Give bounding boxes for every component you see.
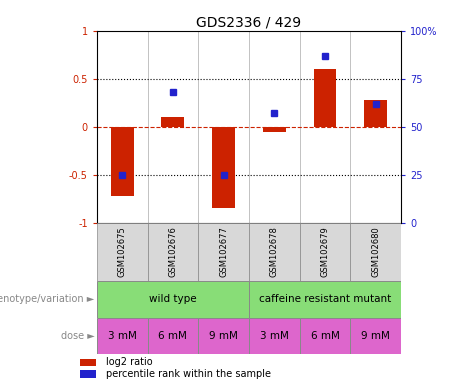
Bar (263, 127, 286, 132)
Bar (97, 318, 148, 354)
Text: caffeine resistant mutant: caffeine resistant mutant (259, 294, 391, 305)
Text: log2 ratio: log2 ratio (106, 358, 153, 367)
Bar (249, 223, 300, 281)
Text: 9 mM: 9 mM (361, 331, 390, 341)
Text: GSM102680: GSM102680 (371, 227, 380, 277)
Bar (249, 281, 401, 318)
Text: 3 mM: 3 mM (108, 331, 136, 341)
Bar (300, 223, 350, 281)
Text: GSM102675: GSM102675 (118, 227, 127, 277)
Text: 6 mM: 6 mM (159, 331, 187, 341)
Bar (300, 318, 350, 354)
Bar (80, 370, 96, 378)
Text: percentile rank within the sample: percentile rank within the sample (106, 369, 271, 379)
Bar (80, 359, 96, 366)
Bar (350, 318, 401, 354)
Bar (97, 281, 249, 318)
Text: GSM102676: GSM102676 (168, 227, 177, 277)
Bar (97, 223, 148, 281)
Text: GSM102679: GSM102679 (320, 227, 330, 277)
Text: dose ►: dose ► (61, 331, 95, 341)
Bar (364, 100, 387, 127)
Bar (212, 127, 235, 208)
Bar (350, 223, 401, 281)
Title: GDS2336 / 429: GDS2336 / 429 (196, 16, 301, 30)
Bar (198, 223, 249, 281)
Bar (111, 127, 134, 196)
Bar (148, 318, 198, 354)
Bar (249, 318, 300, 354)
Text: 6 mM: 6 mM (311, 331, 339, 341)
Text: GSM102678: GSM102678 (270, 227, 279, 277)
Text: 9 mM: 9 mM (209, 331, 238, 341)
Text: genotype/variation ►: genotype/variation ► (0, 294, 95, 305)
Text: 3 mM: 3 mM (260, 331, 289, 341)
Bar (313, 69, 337, 127)
Bar (148, 223, 198, 281)
Bar (198, 318, 249, 354)
Bar (161, 117, 184, 127)
Text: wild type: wild type (149, 294, 197, 305)
Text: GSM102677: GSM102677 (219, 227, 228, 277)
